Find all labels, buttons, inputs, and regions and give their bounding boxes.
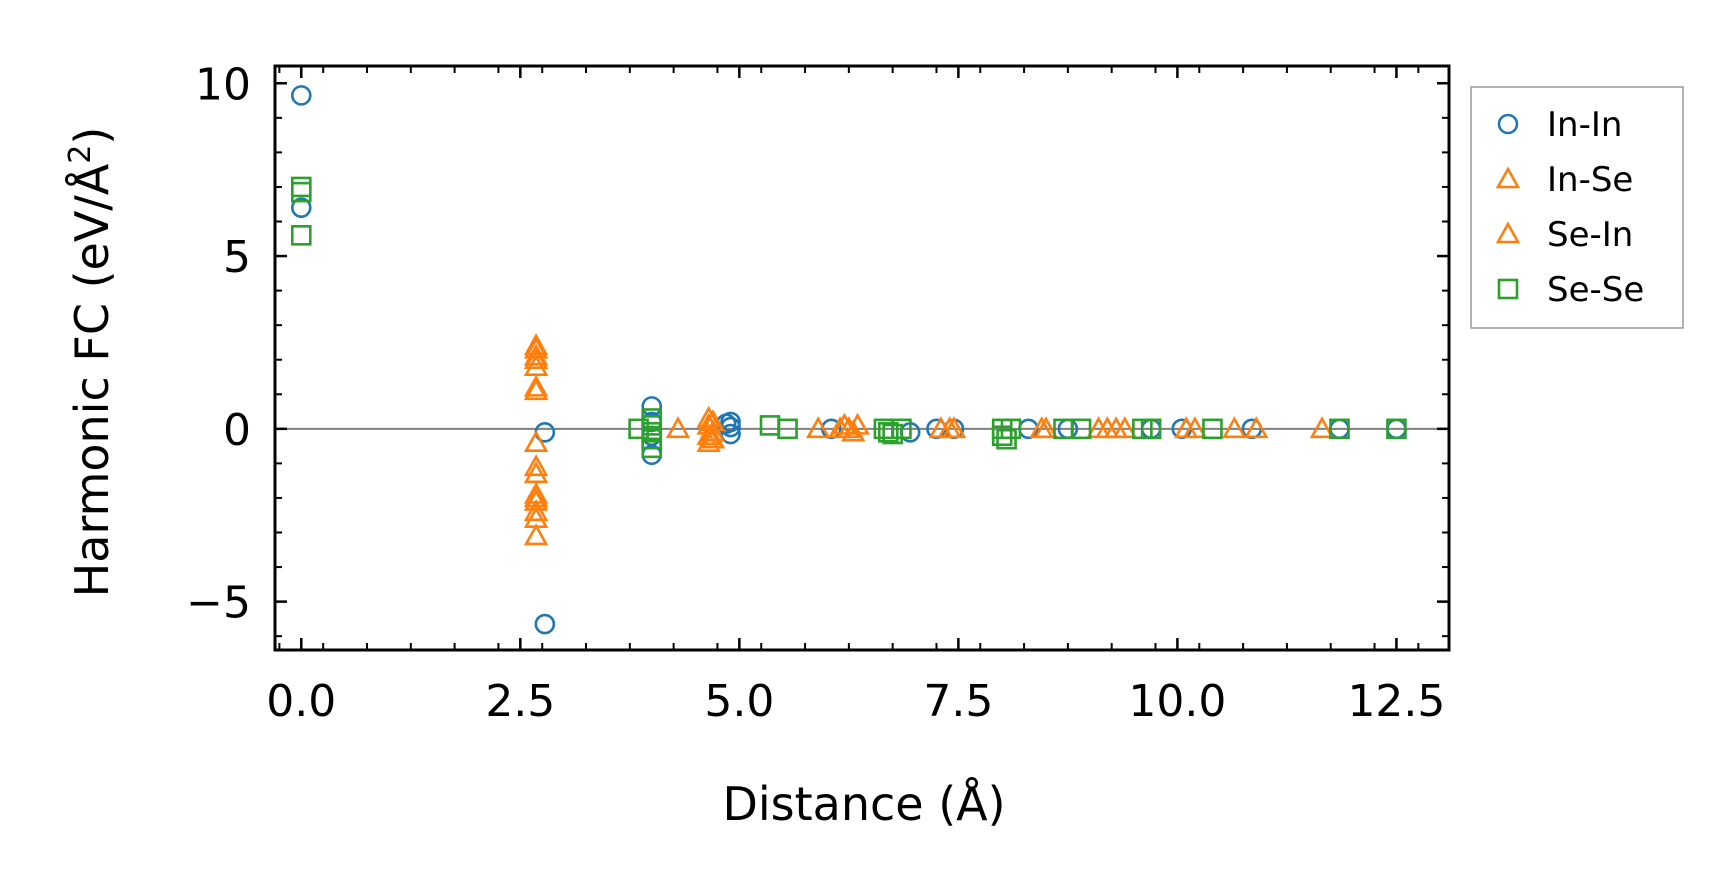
plot-frame: [273, 64, 1451, 652]
ticks-layer: 0.0 2.5 5.0 7.5 10.0 12.5 −5 0 5 10: [186, 59, 1449, 727]
data-point: [696, 429, 721, 452]
data-point: [290, 176, 312, 198]
data-point: [1329, 418, 1350, 440]
y-axis-label-superscript: 2: [63, 145, 98, 164]
data-point: [805, 416, 831, 439]
data-point: [877, 421, 899, 443]
data-point: [628, 418, 649, 440]
data-point: [996, 428, 1017, 450]
legend: In-In In-Se Se-In Se-Se: [1470, 86, 1684, 329]
data-point: [290, 225, 312, 246]
data-point: [1222, 416, 1247, 439]
data-point: [641, 437, 663, 459]
legend-label: In-In: [1547, 105, 1622, 145]
data-point: [1070, 418, 1092, 440]
data-point: [941, 416, 967, 439]
series-se-in: [523, 333, 1208, 528]
data-point: [523, 499, 549, 522]
data-point: [891, 418, 912, 440]
data-point: [777, 418, 798, 440]
axes-layer: [273, 64, 1451, 652]
data-point: [696, 423, 721, 446]
y-tick-label: 10: [195, 59, 251, 110]
data-point: [759, 415, 781, 436]
data-point: [523, 506, 549, 528]
data-point: [523, 353, 549, 376]
y-axis-label-main: Harmonic FC (eV/Å: [65, 163, 119, 597]
data-point: [523, 378, 549, 401]
data-point: [832, 412, 857, 435]
data-point: [534, 613, 556, 635]
data-points-layer: [290, 85, 1407, 635]
data-point: [700, 419, 726, 442]
data-point: [523, 523, 549, 546]
data-point: [523, 454, 549, 477]
legend-marker: [1497, 278, 1519, 300]
data-point: [1033, 416, 1059, 439]
legend-frame: [1470, 86, 1684, 329]
data-point: [1202, 418, 1223, 440]
data-point: [720, 423, 741, 445]
data-point: [665, 416, 691, 439]
x-axis-label: Distance (Å): [722, 777, 1005, 831]
legend-item-in-se: In-Se: [1495, 160, 1633, 200]
x-tick-label: 7.5: [923, 676, 993, 727]
data-point: [290, 197, 312, 218]
series-se-se: [290, 176, 1407, 459]
data-point: [1140, 418, 1162, 440]
data-point: [1000, 418, 1022, 440]
data-point: [1309, 416, 1335, 439]
legend-label: In-Se: [1547, 160, 1633, 200]
data-point: [290, 85, 312, 106]
data-point: [1244, 416, 1269, 439]
data-point: [523, 343, 549, 366]
data-point: [523, 333, 549, 356]
x-tick-label: 10.0: [1128, 676, 1226, 727]
legend-label: Se-Se: [1547, 270, 1644, 310]
x-tick-label: 2.5: [485, 676, 555, 727]
legend-item-se-se: Se-Se: [1497, 270, 1644, 310]
data-point: [1112, 416, 1138, 439]
data-point: [290, 181, 312, 203]
legend-marker: [1497, 113, 1519, 135]
legend-item-in-in: In-In: [1497, 105, 1622, 145]
data-point: [1095, 416, 1120, 439]
data-point: [523, 461, 549, 484]
y-tick-label: 5: [223, 232, 251, 283]
data-point: [523, 347, 549, 370]
legend-label: Se-In: [1547, 215, 1633, 255]
legend-marker: [1495, 166, 1521, 189]
x-tick-label: 5.0: [704, 676, 774, 727]
y-tick-label: −5: [186, 578, 251, 629]
y-axis-label-suffix: ): [65, 127, 119, 145]
data-point: [523, 374, 549, 397]
data-point: [523, 429, 549, 452]
x-tick-label: 12.5: [1347, 676, 1445, 727]
series-in-in: [290, 85, 1407, 635]
data-point: [700, 426, 726, 449]
data-point: [845, 412, 870, 435]
y-axis-label: Harmonic FC (eV/Å2): [63, 127, 119, 598]
data-point: [827, 416, 853, 439]
data-point: [523, 485, 549, 508]
y-tick-label: 0: [223, 405, 251, 456]
x-tick-label: 0.0: [266, 676, 336, 727]
data-point: [1386, 418, 1407, 440]
data-point: [1182, 416, 1208, 439]
legend-item-se-in: Se-In: [1495, 215, 1633, 255]
legend-marker: [1495, 221, 1521, 244]
